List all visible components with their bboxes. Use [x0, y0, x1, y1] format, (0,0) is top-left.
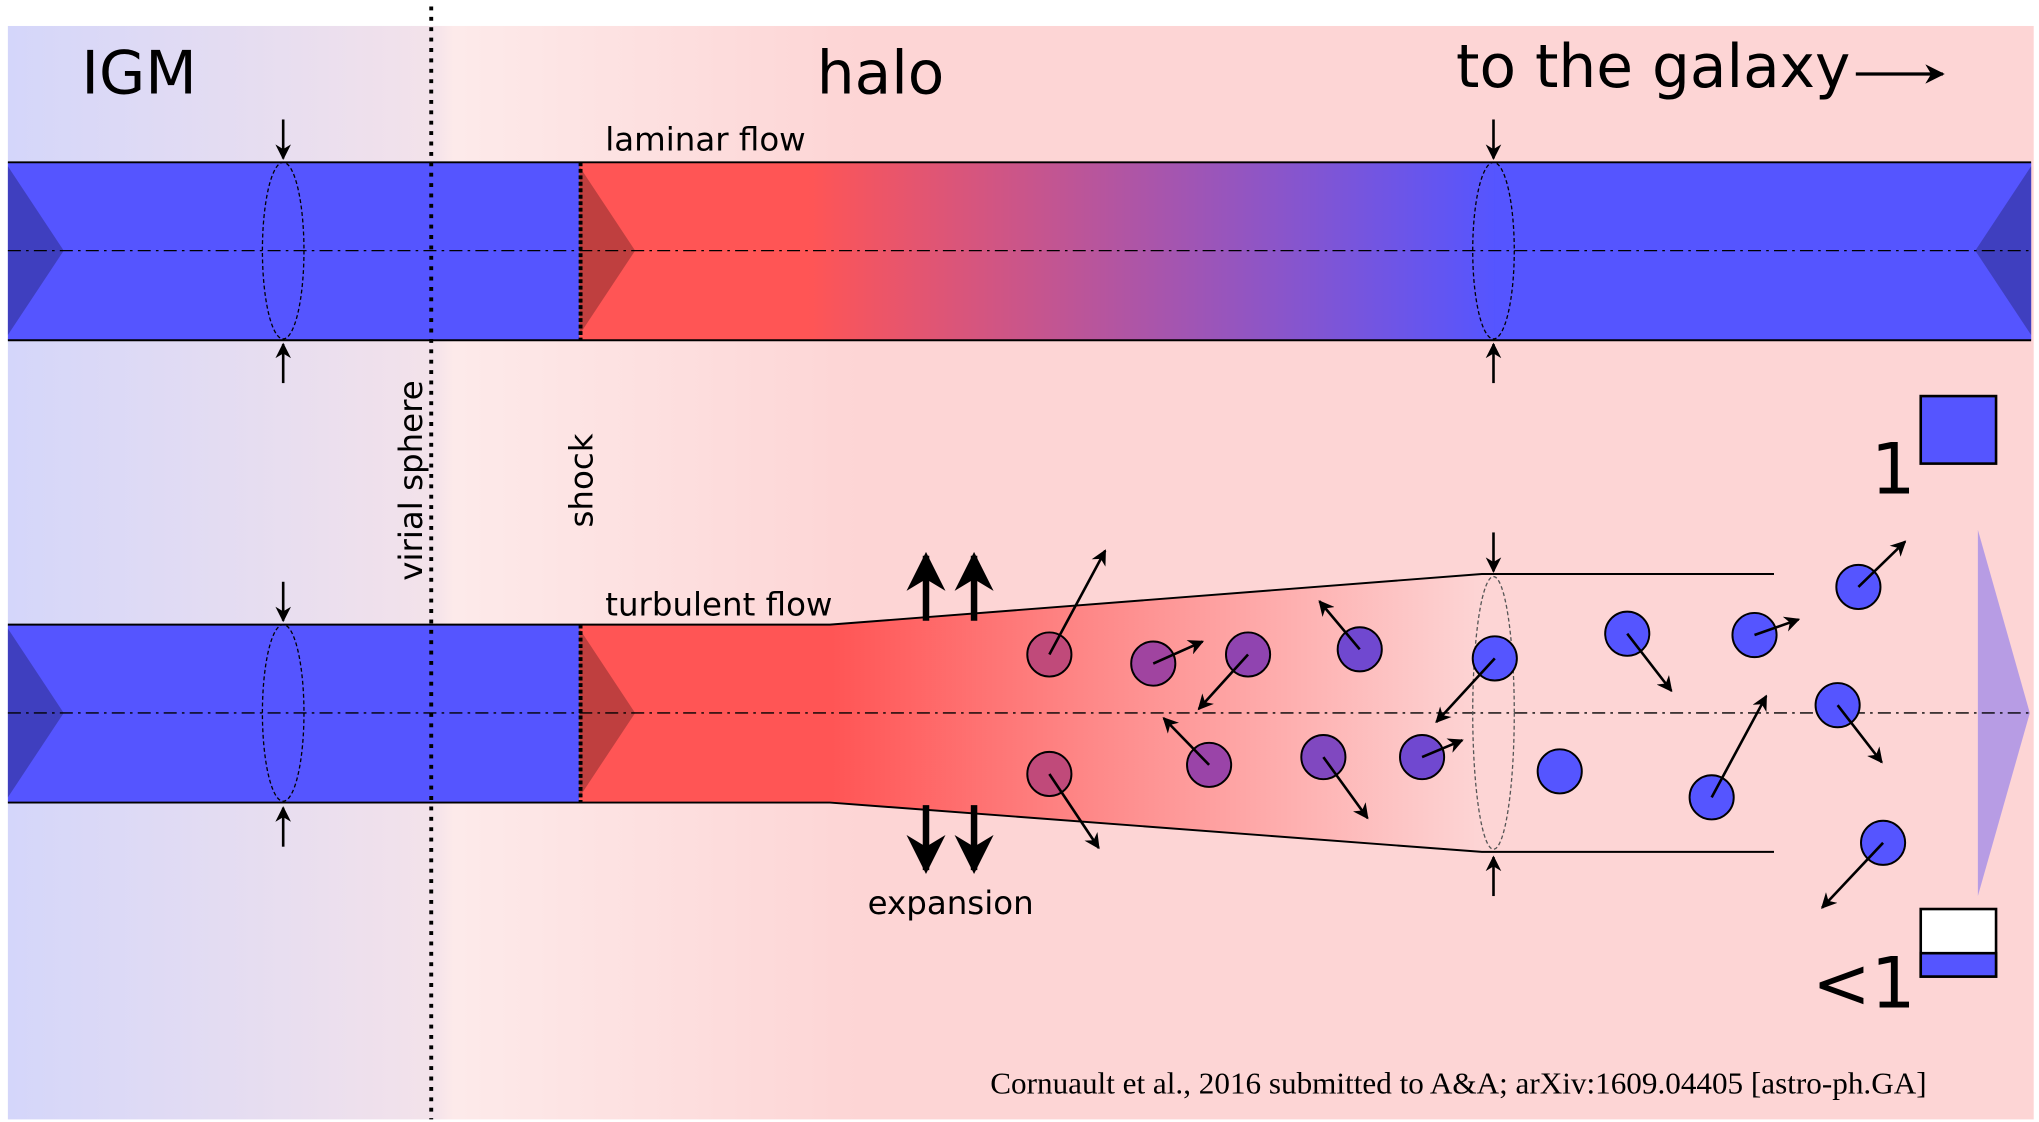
halo-label: halo	[817, 39, 945, 108]
galaxy-label: to the galaxy	[1456, 33, 1850, 102]
partial-label: <1	[1812, 943, 1915, 1025]
citation: Cornuault et al., 2016 submitted to A&A;…	[990, 1065, 1926, 1100]
igm-label: IGM	[81, 39, 196, 108]
virial-label: virial sphere	[392, 380, 430, 580]
expansion-label: expansion	[868, 884, 1034, 922]
laminar-label: laminar flow	[605, 121, 806, 159]
turbulent-label: turbulent flow	[605, 586, 832, 624]
diagram: IGM halo to the galaxy laminar flow turb…	[0, 0, 2039, 1122]
shock-label: shock	[562, 433, 600, 527]
full-label: 1	[1871, 428, 1916, 510]
laminar-tube	[8, 162, 2031, 340]
